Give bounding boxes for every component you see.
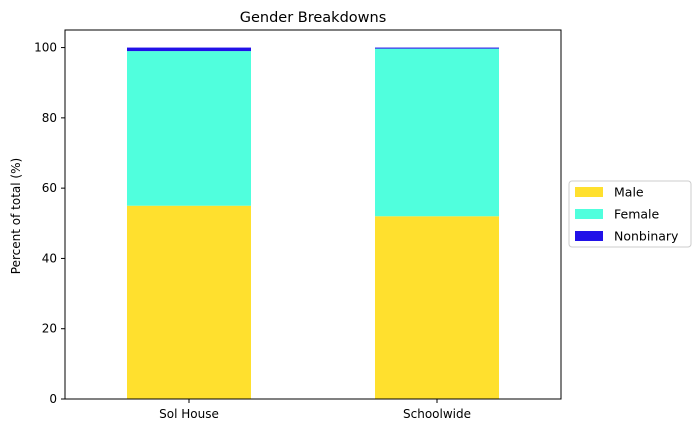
y-tick-label: 0 bbox=[49, 392, 57, 406]
y-axis-label: Percent of total (%) bbox=[9, 158, 23, 274]
legend-swatch-nonbinary bbox=[575, 231, 603, 241]
legend-label-male: Male bbox=[614, 185, 644, 200]
legend-box bbox=[568, 180, 692, 248]
bars-group bbox=[127, 47, 499, 399]
y-axis: 0 20 40 60 80 100 bbox=[34, 41, 65, 406]
bar-nonbinary-schoolwide bbox=[375, 47, 499, 49]
x-tick-label: Schoolwide bbox=[403, 407, 471, 421]
bar-male-sol-house bbox=[127, 205, 251, 399]
legend-label-nonbinary: Nonbinary bbox=[614, 229, 679, 244]
y-tick-label: 60 bbox=[42, 181, 57, 195]
legend-swatch-female bbox=[575, 209, 603, 219]
bar-female-schoolwide bbox=[375, 48, 499, 217]
legend-label-female: Female bbox=[614, 207, 660, 222]
x-tick-label: Sol House bbox=[159, 407, 219, 421]
plot-frame bbox=[64, 29, 562, 400]
bar-male-schoolwide bbox=[375, 216, 499, 399]
chart-title: Gender Breakdowns bbox=[240, 10, 387, 26]
x-axis: Sol House Schoolwide bbox=[159, 399, 471, 421]
y-tick-label: 40 bbox=[42, 251, 57, 265]
legend-swatch-male bbox=[575, 187, 603, 197]
bar-nonbinary-sol-house bbox=[127, 47, 251, 52]
y-tick-label: 80 bbox=[42, 111, 57, 125]
y-tick-label: 100 bbox=[34, 41, 57, 55]
legend: Male Female Nonbinary bbox=[568, 180, 692, 248]
y-tick-label: 20 bbox=[42, 322, 57, 336]
bar-female-sol-house bbox=[127, 51, 251, 206]
